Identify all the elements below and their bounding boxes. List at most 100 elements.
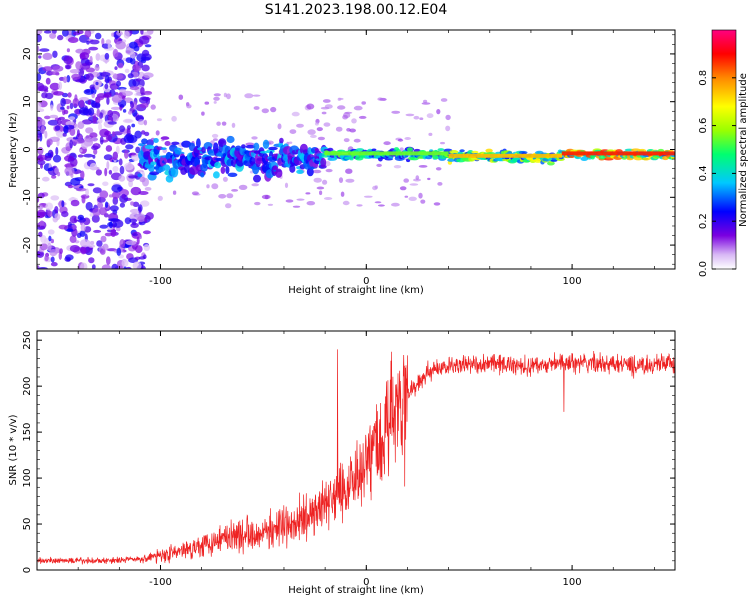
noise-blob — [104, 52, 110, 60]
noise-blob — [137, 204, 143, 213]
noise-blob — [45, 77, 51, 85]
noise-blob — [106, 161, 110, 170]
noise-blob — [138, 234, 142, 240]
spectrogram-xtick-label: -100 — [149, 276, 172, 287]
noise-blob — [47, 229, 55, 235]
noise-blob — [89, 39, 100, 45]
halo-blob — [358, 115, 367, 119]
signal-blob-0 — [220, 166, 226, 174]
snr-xlabel: Height of straight line (km) — [288, 585, 424, 596]
noise-blob — [63, 109, 69, 115]
halo-blob — [137, 119, 145, 126]
halo-blob — [306, 103, 315, 110]
noise-blob — [85, 62, 93, 66]
noise-blob — [99, 207, 107, 216]
signal-blob-0 — [213, 171, 220, 179]
signal-blob-1 — [355, 148, 365, 152]
noise-blob — [37, 156, 44, 162]
halo-blob — [445, 125, 451, 132]
noise-blob — [144, 44, 152, 48]
noise-blob — [111, 131, 116, 138]
noise-blob — [66, 48, 70, 53]
noise-blob — [49, 249, 58, 257]
noise-blob — [135, 245, 143, 254]
signal-blob-0 — [160, 136, 170, 140]
noise-blob — [96, 240, 103, 247]
halo-blob — [211, 183, 219, 190]
noise-blob — [122, 95, 126, 100]
signal-blob-0 — [204, 156, 213, 161]
noise-blob — [89, 55, 93, 64]
noise-blob — [48, 235, 52, 242]
noise-blob — [138, 256, 146, 260]
noise-blob — [37, 102, 42, 110]
noise-blob — [62, 76, 68, 83]
halo-blob — [143, 90, 153, 96]
halo-blob — [285, 199, 294, 203]
noise-blob — [55, 130, 62, 136]
halo-blob — [397, 138, 404, 142]
noise-blob — [95, 32, 102, 40]
signal-blob-0 — [253, 174, 261, 183]
signal-blob-0 — [171, 141, 180, 145]
signal-blob-0 — [262, 139, 270, 149]
noise-blob — [122, 109, 127, 113]
noise-blob — [135, 146, 141, 154]
signal-blob-2 — [471, 150, 479, 154]
noise-blob — [67, 92, 72, 98]
noise-blob — [111, 184, 123, 193]
halo-blob — [245, 142, 255, 146]
halo-blob — [201, 111, 205, 116]
halo-blob — [277, 123, 282, 130]
noise-blob — [88, 46, 99, 51]
snr-ytick-label: 0 — [22, 567, 33, 573]
halo-blob — [296, 123, 304, 128]
noise-blob — [91, 137, 98, 142]
noise-blob — [106, 97, 110, 105]
noise-blob — [129, 86, 140, 91]
noise-blob — [116, 80, 121, 87]
halo-blob — [251, 183, 259, 187]
signal-blob-1 — [327, 147, 334, 152]
noise-blob — [105, 201, 109, 208]
signal-core-2 — [561, 151, 675, 156]
noise-blob — [70, 199, 80, 207]
halo-blob — [437, 182, 443, 186]
noise-blob — [107, 43, 111, 50]
noise-blob — [57, 117, 62, 126]
signal-blob-0 — [165, 175, 174, 183]
signal-blob-0 — [141, 138, 148, 145]
noise-blob — [75, 187, 87, 192]
spectrogram-ytick-label: 10 — [22, 95, 33, 108]
noise-blob — [107, 110, 114, 117]
noise-blob — [80, 52, 85, 57]
halo-blob — [377, 97, 384, 101]
noise-blob — [123, 30, 130, 39]
halo-blob — [421, 102, 431, 105]
signal-blob-0 — [296, 169, 304, 174]
halo-blob — [323, 197, 333, 200]
halo-blob — [316, 127, 323, 132]
noise-blob — [60, 97, 66, 107]
snr-ytick-label: 100 — [22, 469, 33, 488]
spectrogram-marks — [37, 30, 675, 269]
noise-blob — [81, 119, 93, 125]
noise-blob — [142, 49, 150, 57]
noise-blob — [86, 40, 90, 45]
noise-blob — [134, 92, 142, 97]
halo-blob — [226, 93, 231, 100]
noise-blob — [139, 176, 146, 183]
noise-blob — [65, 65, 71, 69]
noise-blob — [104, 83, 109, 90]
snr-ytick-label: 200 — [22, 377, 33, 396]
colorbar-ticks: 0.0 0.2 0.4 0.6 0.8 — [698, 70, 736, 277]
noise-blob — [131, 123, 136, 128]
noise-blob — [77, 121, 85, 129]
noise-blob — [93, 229, 102, 233]
noise-blob — [119, 239, 126, 248]
noise-blob — [117, 62, 124, 69]
noise-blob — [138, 35, 150, 45]
noise-blob — [145, 96, 150, 105]
noise-blob — [119, 165, 125, 175]
signal-blob-0 — [275, 168, 283, 178]
